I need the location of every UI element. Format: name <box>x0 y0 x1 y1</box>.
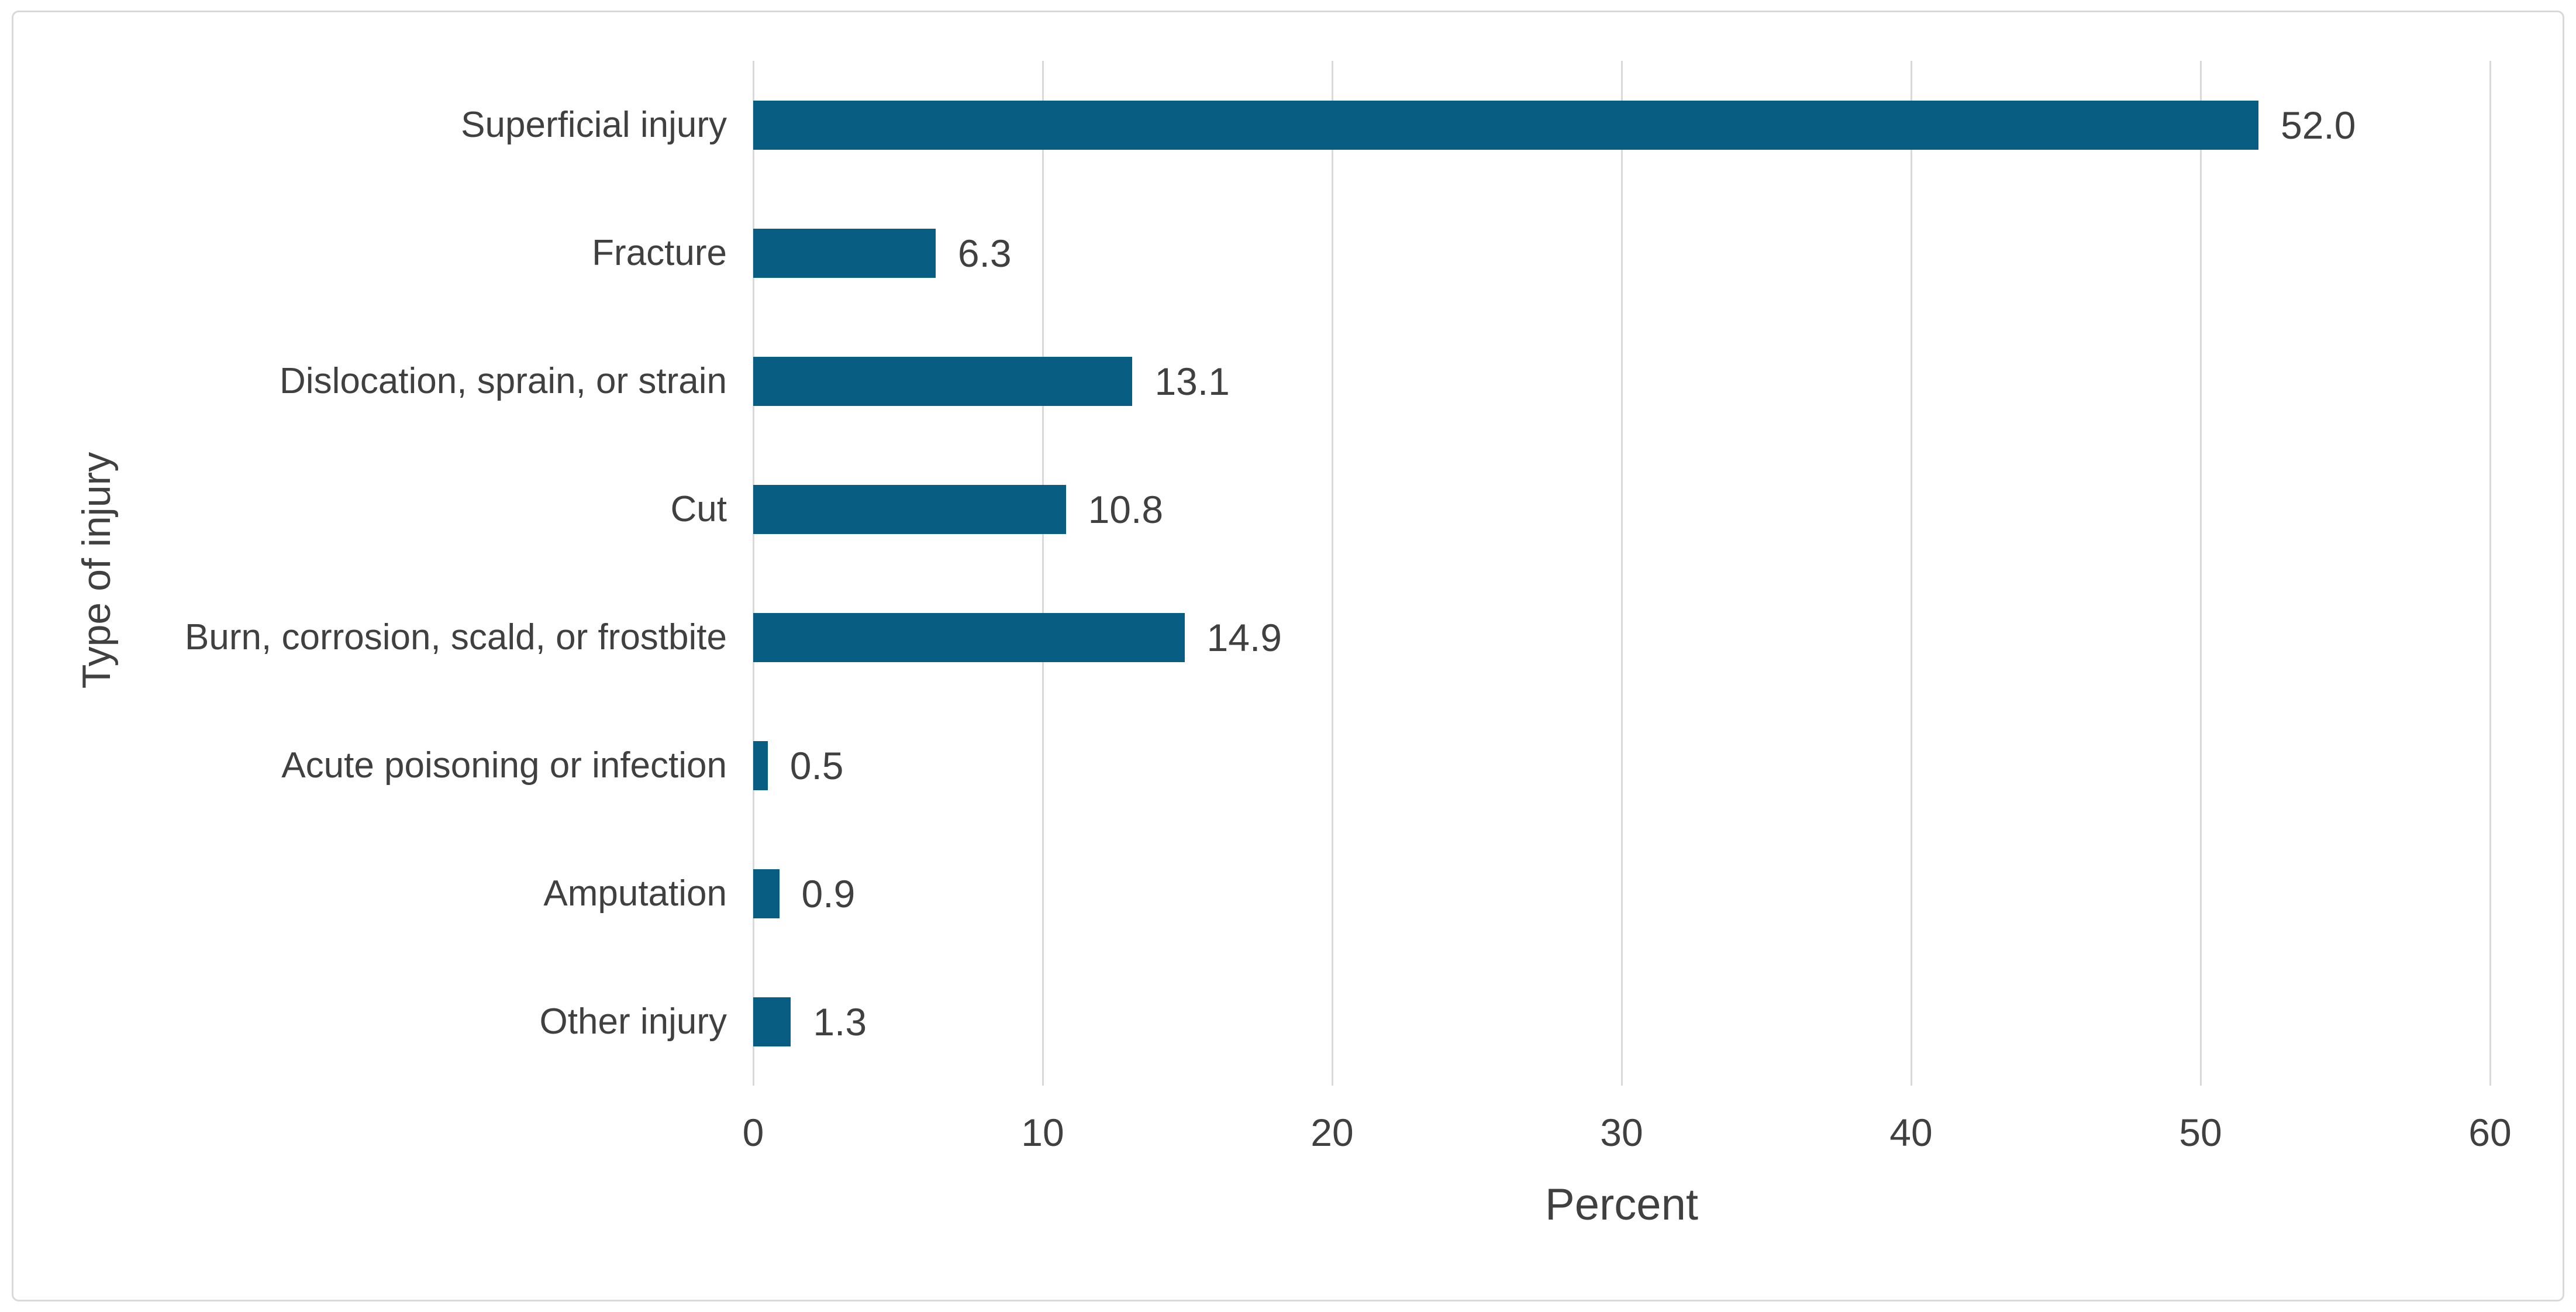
gridline <box>1042 61 1044 1086</box>
x-tick-label: 10 <box>1021 1111 1064 1154</box>
bar <box>753 997 791 1046</box>
value-label: 14.9 <box>1206 615 1282 659</box>
category-label: Dislocation, sprain, or strain <box>280 360 727 401</box>
category-label: Amputation <box>543 873 727 914</box>
x-tick-label: 30 <box>1600 1111 1643 1154</box>
category-label: Other injury <box>539 1001 727 1042</box>
bar <box>753 741 768 790</box>
chart-frame <box>12 11 2564 1301</box>
gridline <box>1331 61 1333 1086</box>
bar <box>753 612 1185 662</box>
bar <box>753 100 2258 150</box>
value-label: 1.3 <box>813 1000 867 1044</box>
gridline <box>2489 61 2491 1086</box>
x-tick-label: 40 <box>1889 1111 1933 1154</box>
category-label: Burn, corrosion, scald, or frostbite <box>185 617 727 657</box>
value-label: 6.3 <box>957 231 1012 275</box>
value-label: 13.1 <box>1154 359 1230 403</box>
category-label: Acute poisoning or infection <box>281 745 727 786</box>
gridline <box>2199 61 2202 1086</box>
gridline <box>752 61 754 1086</box>
x-tick-label: 60 <box>2468 1111 2512 1154</box>
bar <box>753 484 1066 534</box>
gridline <box>1620 61 1623 1086</box>
value-label: 52.0 <box>2281 103 2356 147</box>
value-label: 10.8 <box>1088 487 1164 531</box>
bar <box>753 228 936 278</box>
value-label: 0.5 <box>789 743 844 787</box>
category-label: Cut <box>670 488 727 529</box>
bar <box>753 356 1133 406</box>
x-axis-title: Percent <box>1545 1180 1698 1230</box>
x-tick-label: 0 <box>742 1111 764 1154</box>
x-tick-label: 20 <box>1311 1111 1354 1154</box>
x-tick-label: 50 <box>2179 1111 2222 1154</box>
value-label: 0.9 <box>801 872 856 915</box>
y-axis-title-text: Type of injury <box>74 452 119 689</box>
category-label: Superficial injury <box>461 104 727 145</box>
bar <box>753 869 780 918</box>
category-label: Fracture <box>592 232 727 273</box>
gridline <box>1910 61 1912 1086</box>
